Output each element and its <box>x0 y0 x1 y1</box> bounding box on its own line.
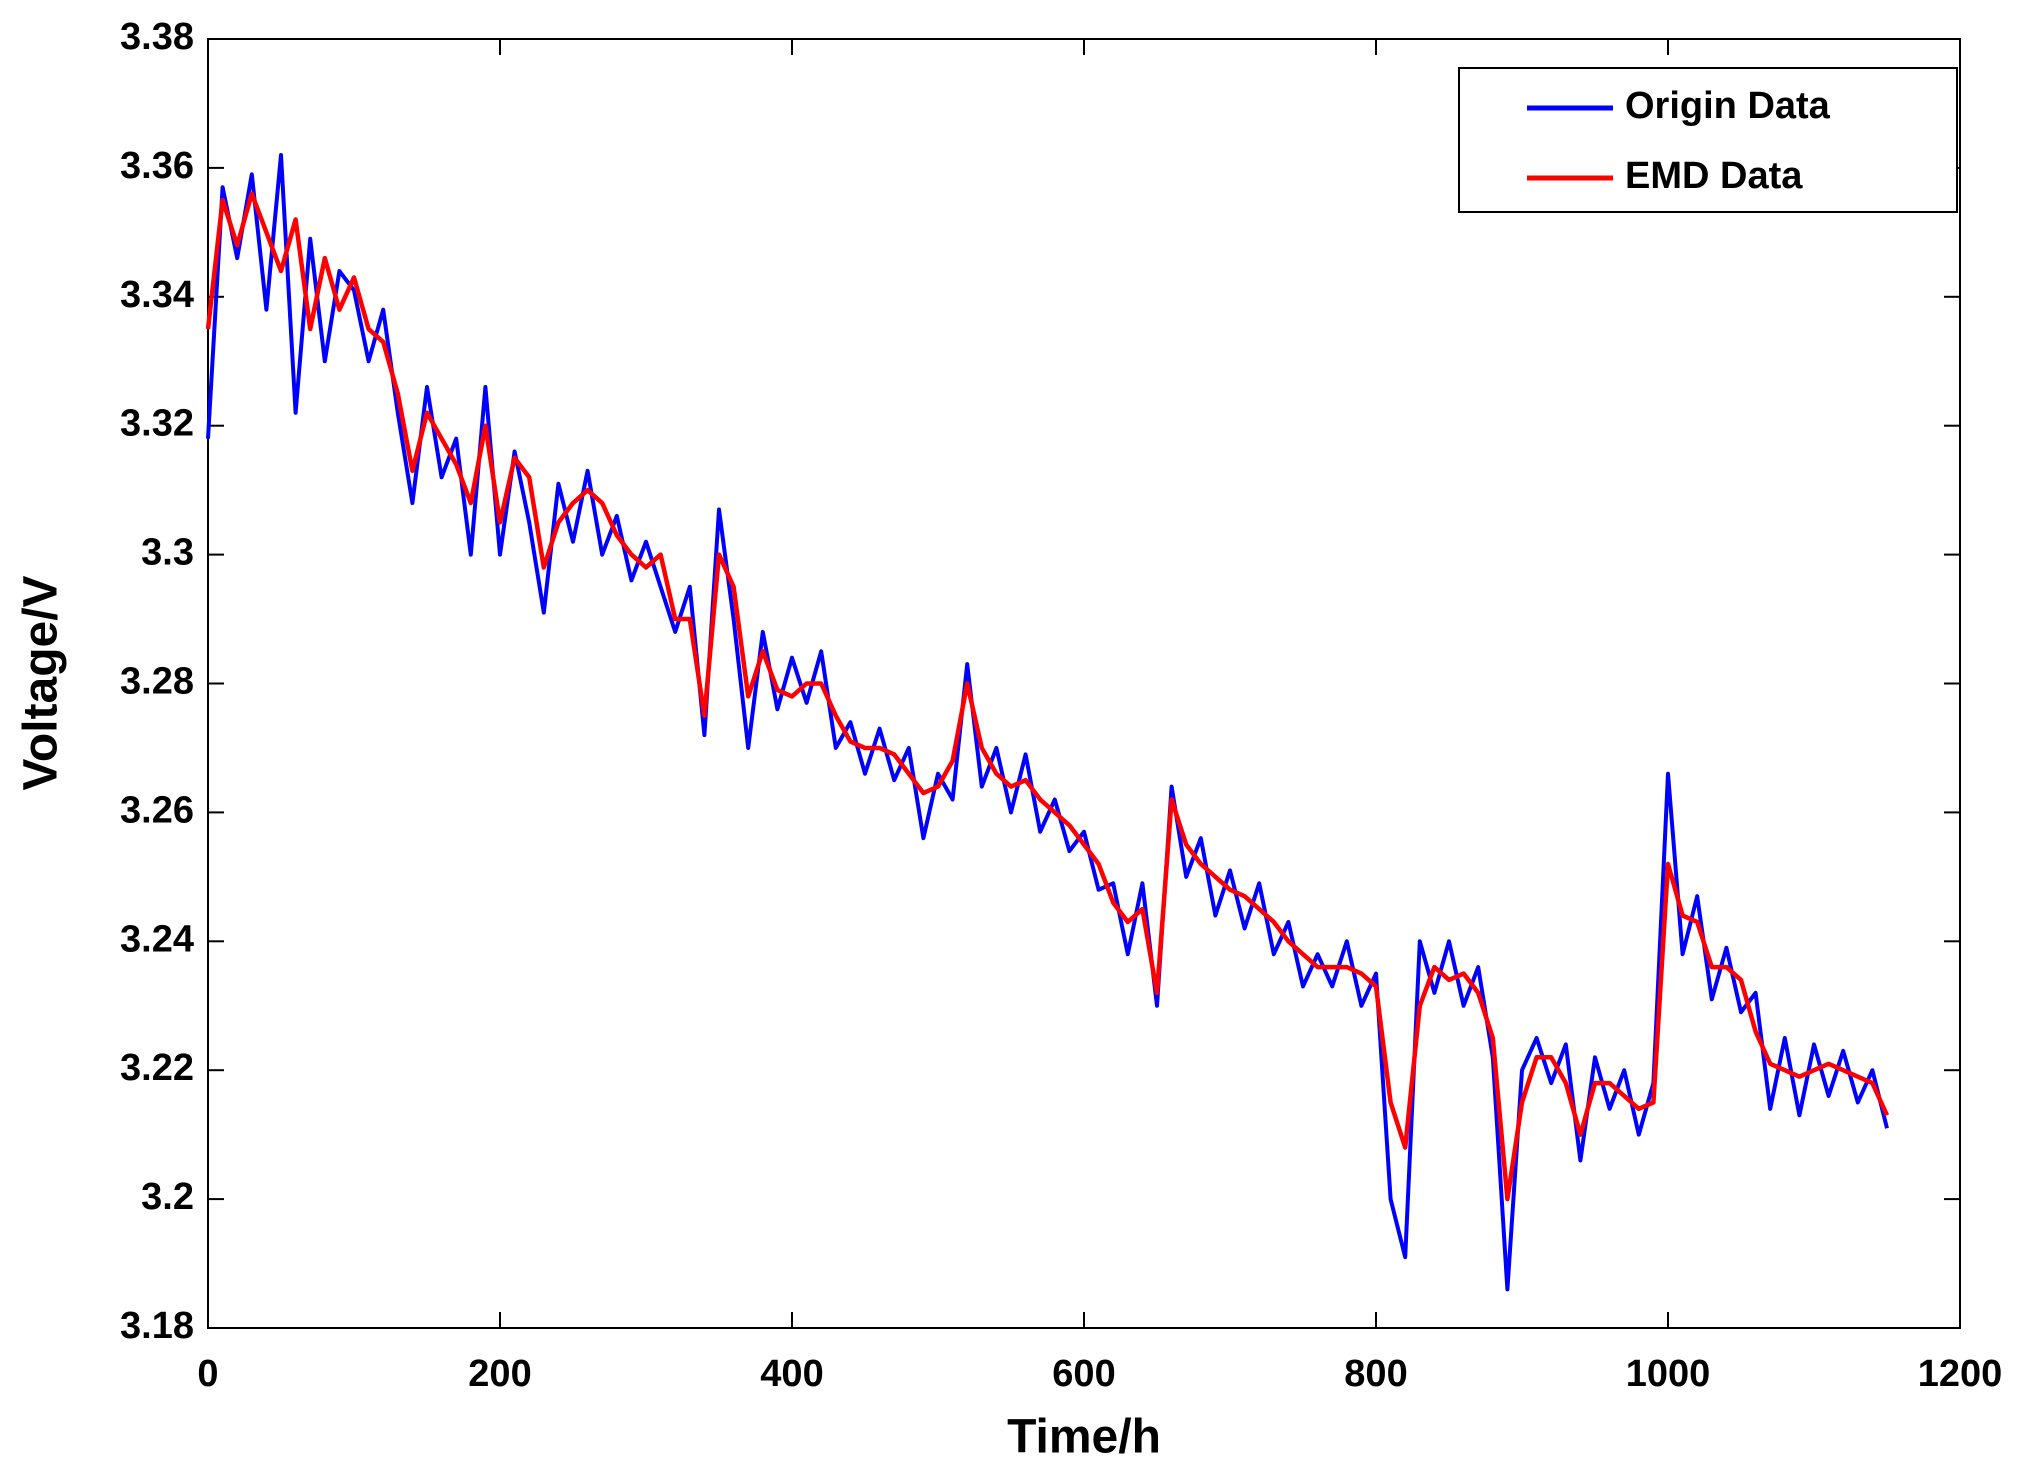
x-tick-label: 800 <box>1344 1353 1407 1395</box>
series-line <box>206 153 1889 1292</box>
x-tick-label: 200 <box>468 1353 531 1395</box>
legend-label: EMD Data <box>1625 155 1803 197</box>
y-axis-label: Voltage/V <box>15 575 68 790</box>
y-tick-label: 3.3 <box>141 532 194 574</box>
x-tick-label: 600 <box>1052 1353 1115 1395</box>
legend-label: Origin Data <box>1625 85 1831 127</box>
y-tick-label: 3.2 <box>141 1176 194 1218</box>
y-tick-label: 3.22 <box>120 1047 194 1089</box>
y-tick-label: 3.32 <box>120 403 194 445</box>
plot-area <box>207 38 1961 1329</box>
y-tick-label: 3.18 <box>120 1305 194 1347</box>
x-tick-label: 1200 <box>1918 1353 2003 1395</box>
series-line <box>205 191 1890 1202</box>
y-tick-label: 3.36 <box>120 145 194 187</box>
y-tick-label: 3.26 <box>120 789 194 831</box>
x-tick-label: 1000 <box>1626 1353 1711 1395</box>
y-tick-label: 3.38 <box>120 16 194 58</box>
legend-box <box>1458 67 1958 213</box>
x-tick-label: 0 <box>197 1353 218 1395</box>
y-tick-label: 3.24 <box>120 918 194 960</box>
x-tick-label: 400 <box>760 1353 823 1395</box>
y-tick-label: 3.28 <box>120 661 194 703</box>
y-tick-label: 3.34 <box>120 274 194 316</box>
x-axis-label: Time/h <box>1007 1411 1161 1464</box>
